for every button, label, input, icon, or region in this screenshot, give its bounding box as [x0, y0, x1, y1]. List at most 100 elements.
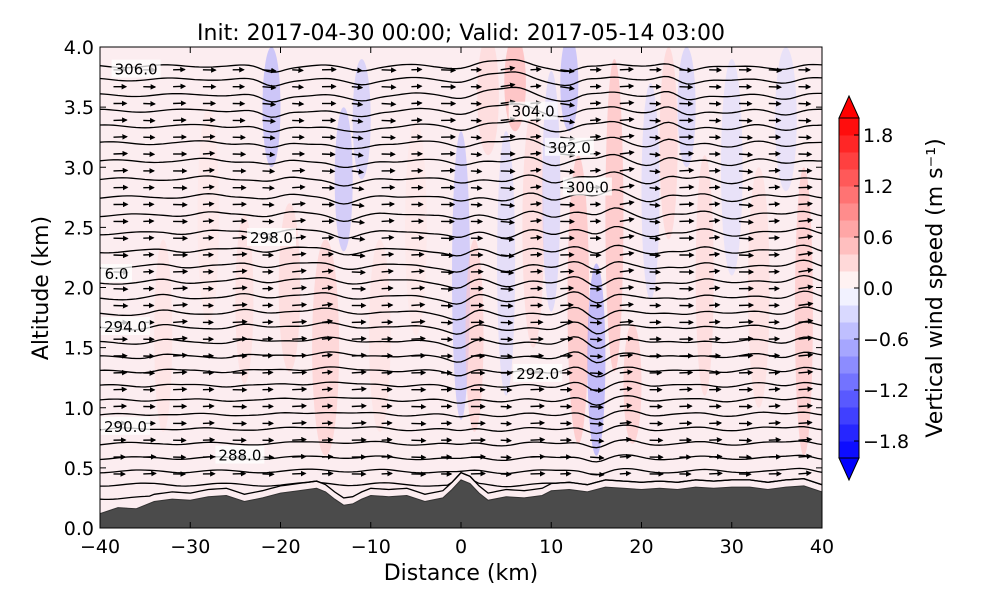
- wind-vector-176: [351, 352, 367, 359]
- contour-label-2: 302.0: [548, 139, 591, 157]
- wind-vector-519: [560, 118, 576, 125]
- wind-vector-561: [381, 84, 397, 90]
- wind-vector-335: [798, 250, 814, 257]
- wind-vector-405: [738, 202, 754, 209]
- wind-cell-3: [262, 47, 281, 168]
- colorbar-level-18: [839, 135, 859, 153]
- contour-label-7: 292.0: [516, 365, 559, 383]
- wind-vector-401: [619, 200, 635, 206]
- wind-vector-200: [351, 335, 367, 342]
- wind-vector-1: [143, 470, 157, 477]
- y-tick-label-6: 3.0: [64, 157, 94, 179]
- wind-vector-319: [321, 251, 335, 258]
- wind-vector-537: [381, 101, 397, 107]
- contour-label-4: 298.0: [250, 229, 293, 247]
- wind-vector-403: [679, 201, 695, 207]
- y-axis: 0.0 0.5 1.0 1.5 2.0 2.5 3.0 3.5 4.0: [64, 37, 822, 540]
- wind-vector-473: [619, 150, 635, 156]
- wind-cell-24: [677, 47, 696, 168]
- wind-vector-461: [262, 151, 276, 158]
- theta-contour-9: [100, 366, 822, 378]
- wind-vector-9: [381, 470, 393, 477]
- wind-vector-560: [351, 84, 364, 91]
- wind-vector-492: [470, 134, 483, 141]
- wind-vector-522: [649, 117, 662, 124]
- y-tick-label-1: 0.5: [64, 458, 94, 480]
- wind-vector-266: [173, 285, 189, 292]
- theta-contour-8: [100, 380, 822, 392]
- wind-vector-302: [530, 268, 543, 275]
- wind-cell-18: [567, 155, 590, 444]
- y-tick-label-2: 1.0: [64, 398, 94, 420]
- theta-contour-27: [100, 71, 822, 87]
- wind-vector-451: [679, 167, 695, 174]
- wind-vector-368: [351, 219, 366, 226]
- theta-contour-20: [100, 188, 822, 205]
- wind-vector-119: [798, 403, 813, 409]
- wind-vector-218: [173, 318, 189, 325]
- wind-vector-320: [351, 252, 366, 259]
- wind-vector-396: [470, 201, 483, 208]
- wind-vector-7: [321, 470, 334, 477]
- wind-vector-354: [649, 235, 661, 242]
- wind-vector-358: [768, 235, 781, 241]
- wind-cell-27: [748, 167, 770, 408]
- wind-vector-589: [500, 65, 516, 72]
- wind-vector-213: [738, 336, 754, 342]
- wind-vector-340: [232, 234, 248, 241]
- wind-cell-6: [334, 107, 353, 252]
- theta-contour-7: [100, 395, 822, 406]
- wind-vector-485: [262, 134, 276, 141]
- contour-label-bg-1: [508, 101, 558, 120]
- wind-vector-281: [619, 284, 635, 291]
- theta-contour-10: [100, 351, 822, 364]
- wind-vector-429: [738, 185, 754, 192]
- wind-vector-428: [709, 184, 721, 191]
- wind-vector-299: [441, 269, 455, 276]
- theta-contour-24: [100, 120, 822, 133]
- wind-vector-13: [500, 471, 512, 477]
- wind-vector-80: [351, 420, 367, 426]
- contour-label-9: 288.0: [218, 447, 261, 465]
- wind-cell-8: [369, 239, 391, 432]
- wind-vector-268: [232, 285, 248, 291]
- wind-vector-332: [709, 251, 721, 258]
- wind-vector-174: [292, 352, 308, 359]
- colorbar: 1.8 1.2 0.6 0.0 −0.6 −1.2 −1.8: [838, 94, 909, 482]
- wind-vector-420: [470, 185, 483, 191]
- wind-vector-202: [411, 335, 426, 342]
- wind-vector-413: [262, 185, 275, 191]
- wind-vector-369: [381, 218, 395, 224]
- wind-vector-536: [351, 101, 364, 107]
- x-tick-label-2: −20: [260, 536, 300, 558]
- wind-vector-411: [202, 184, 215, 190]
- wind-vector-275: [441, 286, 454, 292]
- contour-label-8: 290.0: [104, 418, 147, 436]
- colorbar-level-19: [839, 118, 859, 136]
- x-tick-label-4: 0: [455, 536, 467, 558]
- wind-vector-437: [262, 168, 276, 175]
- wind-vector-382: [768, 218, 781, 224]
- wind-vector-569: [619, 83, 635, 90]
- wind-vector-38: [530, 453, 546, 460]
- wind-vector-512: [351, 118, 364, 124]
- colorbar-tick-label-2: 0.6: [863, 227, 893, 249]
- wind-vector-438: [292, 167, 306, 174]
- wind-vector-345: [381, 234, 395, 241]
- colorbar-tick-label-3: 0.0: [863, 278, 893, 300]
- contour-labels: 306.0 304.0 302.0 300.0 298.0 6.0 294.0 292.0 29…: [101, 59, 612, 465]
- wind-vector-494: [530, 133, 542, 140]
- wind-vector-425: [619, 183, 635, 189]
- wind-vector-480: [113, 134, 128, 140]
- wind-vector-582: [292, 67, 304, 73]
- wind-vector-432: [113, 167, 129, 174]
- wind-vector-279: [560, 285, 575, 292]
- colorbar-level-9: [839, 288, 859, 306]
- wind-vector-232: [590, 319, 603, 326]
- wind-vector-58: [411, 437, 427, 444]
- theta-contour-19: [100, 207, 822, 223]
- wind-vector-497: [619, 133, 635, 140]
- wind-vector-256: [590, 303, 603, 309]
- x-axis: −40 −30 −20 −10 0 10 20 30 40: [80, 47, 834, 558]
- wind-vector-330: [649, 252, 661, 259]
